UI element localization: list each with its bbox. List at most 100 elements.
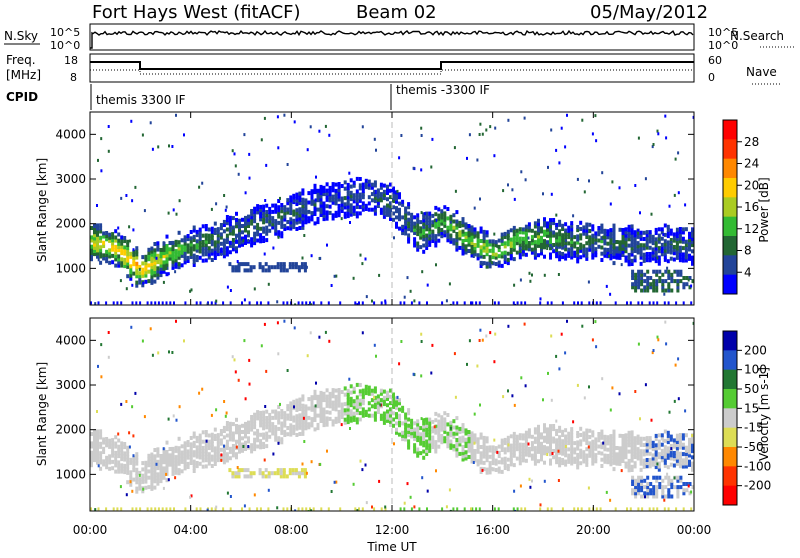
velocity-cell bbox=[404, 425, 408, 429]
power-cell bbox=[295, 211, 299, 216]
velocity-cell bbox=[312, 507, 315, 511]
colorbar-segment bbox=[723, 120, 737, 140]
velocity-cell bbox=[398, 423, 401, 428]
velocity-cell bbox=[624, 448, 628, 453]
power-cell bbox=[648, 255, 652, 260]
velocity-cell bbox=[99, 444, 103, 449]
power-cell bbox=[678, 258, 682, 263]
velocity-cell bbox=[549, 427, 552, 432]
power-cell bbox=[382, 208, 386, 213]
velocity-cell bbox=[642, 461, 646, 466]
power-cell bbox=[235, 224, 238, 229]
power-cell bbox=[210, 226, 214, 231]
power-cell bbox=[250, 243, 254, 248]
velocity-cell bbox=[422, 455, 426, 460]
velocity-cell bbox=[334, 398, 338, 402]
power-cell bbox=[108, 254, 112, 259]
velocity-cell bbox=[449, 442, 453, 447]
velocity-cell bbox=[471, 507, 474, 511]
power-cell bbox=[295, 214, 299, 219]
power-cell bbox=[389, 210, 392, 215]
velocity-cell bbox=[361, 413, 365, 418]
power-cell bbox=[294, 262, 298, 267]
velocity-cell bbox=[204, 448, 208, 453]
power-cell bbox=[222, 223, 226, 227]
power-cell bbox=[352, 208, 356, 213]
power-cell bbox=[654, 240, 658, 245]
velocity-cell bbox=[539, 507, 542, 511]
power-cell bbox=[225, 218, 229, 223]
power-cell bbox=[634, 272, 638, 277]
velocity-cell bbox=[482, 460, 486, 465]
power-cell bbox=[637, 279, 641, 284]
power-cell bbox=[643, 285, 647, 290]
velocity-cell bbox=[506, 463, 510, 468]
power-cell bbox=[461, 220, 465, 225]
power-cell bbox=[637, 231, 640, 235]
velocity-cell bbox=[265, 431, 269, 436]
power-cell bbox=[491, 248, 495, 253]
power-cell bbox=[96, 239, 99, 243]
velocity-cell bbox=[552, 455, 556, 460]
power-cell bbox=[286, 226, 290, 231]
velocity-cell bbox=[512, 438, 516, 443]
power-cell bbox=[654, 243, 658, 248]
velocity-cell bbox=[404, 434, 408, 439]
velocity-cell bbox=[533, 436, 537, 441]
power-cell bbox=[192, 253, 196, 258]
velocity-cell bbox=[168, 462, 172, 467]
velocity-cell bbox=[319, 403, 323, 408]
velocity-cell bbox=[292, 415, 296, 420]
velocity-cell bbox=[621, 452, 625, 457]
velocity-cell bbox=[612, 429, 616, 434]
power-cell bbox=[621, 246, 625, 251]
power-cell bbox=[512, 229, 516, 233]
velocity-cell bbox=[624, 439, 628, 444]
power-cell bbox=[276, 300, 279, 304]
colorbar-tick-label: -50 bbox=[744, 440, 764, 454]
power-cell bbox=[96, 254, 99, 259]
power-cell bbox=[150, 259, 154, 263]
power-cell bbox=[550, 301, 553, 305]
velocity-cell bbox=[410, 418, 414, 423]
velocity-cell bbox=[608, 460, 611, 464]
velocity-cell bbox=[392, 417, 395, 422]
velocity-cell bbox=[248, 358, 251, 362]
power-cell bbox=[425, 242, 429, 247]
power-cell bbox=[93, 245, 96, 250]
velocity-cell bbox=[331, 400, 335, 405]
velocity-cell bbox=[343, 408, 347, 413]
velocity-cell bbox=[666, 465, 670, 470]
velocity-cell bbox=[558, 447, 562, 452]
velocity-cell bbox=[337, 409, 341, 414]
velocity-cell bbox=[648, 439, 652, 444]
power-cell bbox=[373, 192, 377, 197]
velocity-cell bbox=[479, 432, 483, 437]
power-cell bbox=[207, 246, 211, 251]
power-cell bbox=[328, 204, 332, 209]
power-cell bbox=[591, 249, 595, 254]
velocity-cell bbox=[300, 471, 304, 476]
velocity-cell bbox=[231, 474, 235, 479]
velocity-cell bbox=[301, 419, 305, 424]
x-tick-label: 04:00 bbox=[173, 523, 208, 537]
power-cell bbox=[126, 246, 130, 251]
velocity-cell bbox=[216, 458, 220, 463]
velocity-cell bbox=[691, 461, 694, 466]
power-cell bbox=[262, 239, 266, 243]
power-cell bbox=[108, 235, 112, 240]
power-cell bbox=[207, 249, 211, 254]
power-cell bbox=[171, 145, 174, 148]
velocity-cell bbox=[663, 454, 667, 459]
velocity-cell bbox=[576, 462, 580, 467]
power-cell bbox=[283, 217, 287, 222]
velocity-cell bbox=[416, 422, 420, 427]
power-cell bbox=[96, 245, 99, 250]
velocity-cell bbox=[485, 448, 489, 453]
velocity-cell bbox=[168, 456, 172, 461]
power-cell bbox=[241, 236, 244, 241]
power-cell bbox=[637, 272, 641, 277]
velocity-cell bbox=[670, 447, 673, 451]
velocity-cell bbox=[458, 430, 462, 434]
velocity-cell bbox=[144, 476, 148, 481]
